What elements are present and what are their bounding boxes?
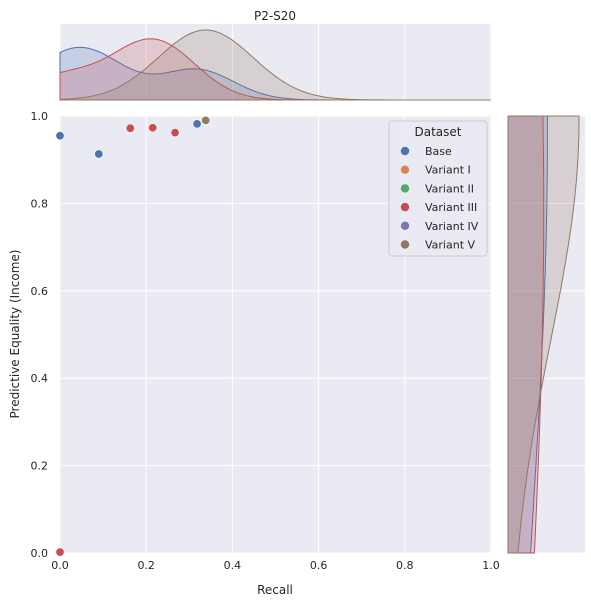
point-variant-iii — [125, 123, 135, 133]
legend-entry: Variant I — [425, 164, 471, 177]
y-tick-label: 0.6 — [31, 285, 49, 298]
legend-marker — [400, 202, 410, 212]
y-tick-label: 0.2 — [31, 460, 49, 473]
right-kde-base — [507, 115, 548, 554]
scatter-points — [55, 115, 211, 557]
plot-backgrounds — [60, 24, 585, 553]
right-kde-variant-iii — [507, 115, 545, 554]
legend-title: Dataset — [415, 125, 462, 139]
point-base — [55, 131, 65, 141]
right-kde-variant-v — [507, 115, 580, 554]
point-variant-iii — [148, 123, 158, 133]
legend-box — [388, 120, 488, 257]
grid-lines — [59, 24, 585, 554]
legend-marker — [400, 165, 410, 174]
top-marginal-area — [60, 24, 491, 100]
x-tick-label: 0.6 — [310, 559, 328, 572]
x-tick-label: 0.4 — [224, 559, 242, 572]
point-variant-v — [201, 115, 211, 125]
y-tick-label: 0.4 — [31, 372, 49, 385]
marginal-density-curves — [59, 29, 580, 554]
legend-entry: Variant III — [425, 201, 477, 214]
y-tick-label: 0.0 — [31, 547, 49, 560]
legend-entry: Variant V — [425, 239, 476, 252]
axes: 0.0 0.2 0.4 0.6 0.8 1.0 0.0 0.2 0.4 0.6 0.8 1.0 — [31, 110, 500, 572]
y-tick-label: 0.8 — [31, 197, 49, 210]
legend: Dataset Base Variant I Variant II Variant II… — [388, 120, 488, 257]
right-marginal-area — [508, 116, 585, 553]
y-tick-label: 1.0 — [31, 110, 49, 123]
x-axis-label: Recall — [257, 583, 293, 597]
point-base — [94, 149, 104, 159]
x-tick-label: 0.8 — [396, 559, 414, 572]
point-base — [192, 119, 202, 129]
x-tick-label: 0.2 — [137, 559, 155, 572]
chart-title: P2-S20 — [254, 9, 296, 23]
legend-entry: Variant II — [425, 182, 474, 195]
legend-marker — [400, 240, 410, 249]
y-axis-label: Predictive Equality (Income) — [8, 250, 22, 419]
x-tick-label: 0.0 — [51, 559, 69, 572]
point-variant-iii — [55, 547, 65, 557]
top-kde-variant-v — [59, 29, 491, 101]
legend-entry: Variant IV — [425, 220, 479, 233]
point-variant-iii — [170, 128, 180, 138]
legend-marker — [400, 146, 410, 156]
legend-marker — [400, 221, 410, 230]
x-tick-label: 1.0 — [482, 559, 500, 572]
legend-marker — [400, 184, 410, 193]
legend-entry: Base — [425, 145, 452, 158]
